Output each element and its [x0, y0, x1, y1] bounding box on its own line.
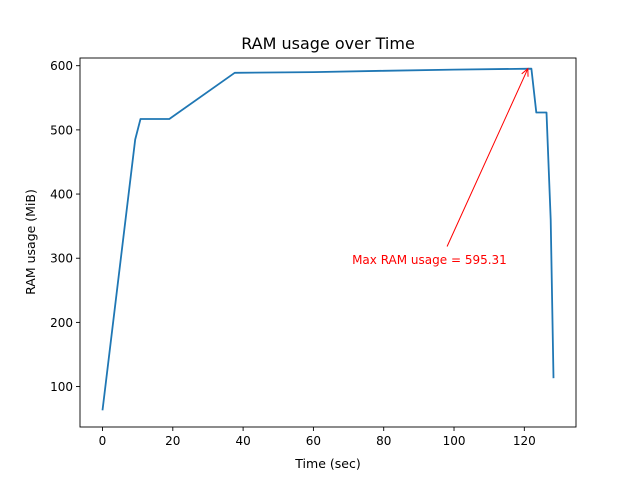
x-tick-label: 60	[306, 434, 321, 448]
y-axis-ticks: 100 200 300 400 500 600	[50, 59, 80, 394]
x-axis-label: Time (sec)	[294, 456, 360, 471]
plot-frame	[79, 57, 577, 428]
chart-title: RAM usage over Time	[241, 34, 415, 53]
x-tick-label: 100	[443, 434, 466, 448]
y-tick-label: 600	[50, 59, 73, 73]
y-tick-label: 100	[50, 380, 73, 394]
y-tick-label: 300	[50, 252, 73, 266]
y-tick-label: 200	[50, 316, 73, 330]
y-tick-label: 400	[50, 188, 73, 202]
ram-usage-line	[101, 67, 555, 411]
y-tick-label: 500	[50, 123, 73, 137]
x-tick-label: 20	[165, 434, 180, 448]
plot-background	[80, 58, 576, 427]
annotation-arrow-line	[446, 68, 529, 247]
x-axis-ticks: 0 20 40 60 80 100 120	[99, 427, 536, 448]
x-tick-label: 80	[376, 434, 391, 448]
annotation-label: Max RAM usage = 595.31	[352, 253, 507, 267]
y-axis-label: RAM usage (MiB)	[23, 189, 38, 295]
max-ram-annotation: Max RAM usage = 595.31	[352, 67, 529, 267]
x-tick-label: 0	[99, 434, 107, 448]
x-tick-label: 40	[235, 434, 250, 448]
x-tick-label: 120	[513, 434, 536, 448]
annotation-arrow-head	[521, 67, 529, 77]
